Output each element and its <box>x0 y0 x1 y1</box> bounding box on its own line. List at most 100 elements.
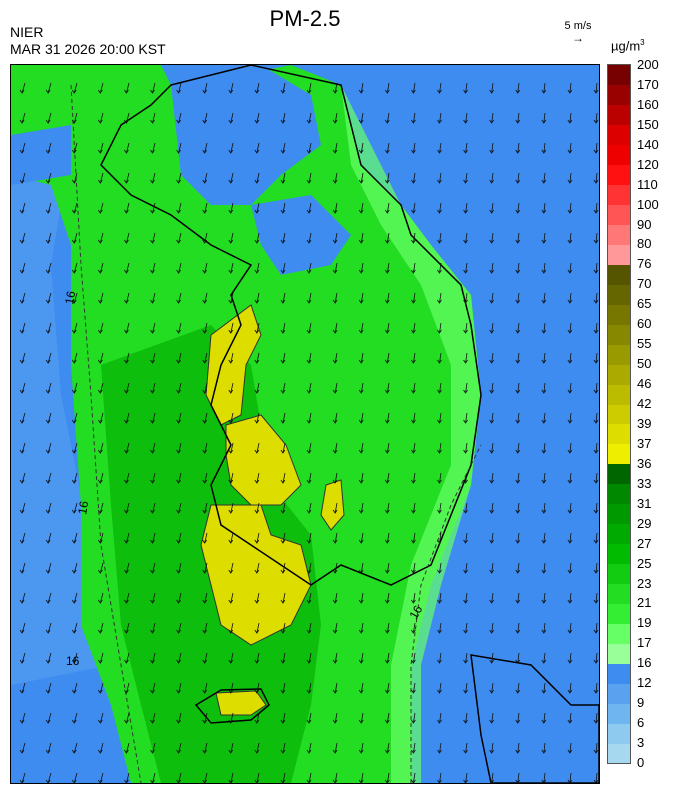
wind-arrow-head <box>437 359 442 364</box>
wind-arrow-head <box>306 179 312 184</box>
wind-arrow <box>308 562 312 574</box>
wind-arrow <box>21 322 26 334</box>
wind-arrow-head <box>19 329 25 334</box>
wind-arrow <box>99 622 104 634</box>
wind-arrow <box>465 142 468 154</box>
wind-arrow <box>152 232 156 244</box>
wind-arrow <box>360 592 364 604</box>
wind-arrow <box>282 262 286 274</box>
wind-arrow-head <box>202 599 207 604</box>
wind-arrow-head <box>541 749 547 754</box>
wind-arrow-head <box>19 359 25 364</box>
wind-arrow <box>230 682 234 694</box>
wind-arrow <box>21 772 26 783</box>
wind-arrow-head <box>280 269 286 274</box>
wind-arrow-head <box>228 449 234 454</box>
wind-arrow <box>126 622 130 634</box>
wind-arrow-head <box>97 629 103 634</box>
wind-arrow-head <box>358 749 364 754</box>
wind-arrow-head <box>228 119 234 124</box>
wind-arrow-head <box>489 269 494 274</box>
wind-arrow <box>308 142 312 154</box>
wind-arrow-head <box>515 359 521 364</box>
wind-arrow <box>230 562 234 574</box>
wind-arrow <box>412 232 416 244</box>
wind-arrow <box>47 142 52 154</box>
wind-arrow-head <box>567 629 573 634</box>
wind-arrow <box>21 382 26 394</box>
wind-arrow-head <box>202 779 207 783</box>
wind-arrow <box>21 532 26 544</box>
wind-arrow <box>360 172 364 184</box>
wind-arrow <box>308 322 312 334</box>
wind-arrow <box>204 562 208 574</box>
wind-arrow-head <box>358 149 364 154</box>
wind-arrow-head <box>489 449 494 454</box>
wind-arrow <box>334 742 338 754</box>
wind-arrow-head <box>97 689 103 694</box>
wind-arrow-head <box>306 89 312 94</box>
wind-arrow-head <box>567 299 573 304</box>
wind-arrow <box>439 292 442 304</box>
pm25-map[interactable]: 16 16 16 16 <box>10 64 600 784</box>
wind-arrow <box>491 532 494 544</box>
wind-arrow-head <box>411 599 416 604</box>
wind-arrow <box>360 442 364 454</box>
wind-arrow <box>230 532 234 544</box>
wind-arrow-head <box>150 569 155 574</box>
wind-arrow <box>126 472 130 484</box>
wind-arrow-head <box>489 179 494 184</box>
wind-arrow-head <box>19 449 25 454</box>
wind-arrow-head <box>19 569 25 574</box>
wind-arrow <box>439 202 442 214</box>
wind-arrow <box>21 232 26 244</box>
wind-arrow-head <box>593 299 599 304</box>
wind-arrow-head <box>411 239 416 244</box>
wind-arrow-head <box>593 149 599 154</box>
wind-arrow-head <box>202 539 207 544</box>
wind-arrow-head <box>593 689 599 694</box>
wind-arrow <box>21 592 26 604</box>
wind-arrow <box>360 82 364 94</box>
wind-arrow-head <box>437 89 442 94</box>
wind-arrow-head <box>437 389 442 394</box>
wind-arrow-head <box>97 719 103 724</box>
wind-arrow <box>99 292 104 304</box>
wind-arrow <box>73 772 78 783</box>
wind-arrow <box>517 442 520 454</box>
wind-arrow <box>439 622 442 634</box>
legend-swatch <box>608 304 630 325</box>
wind-arrow <box>47 682 52 694</box>
wind-arrow <box>256 262 260 274</box>
wind-arrow <box>282 82 286 94</box>
wind-arrow-head <box>202 269 207 274</box>
wind-arrow <box>308 202 312 214</box>
wind-arrow <box>282 652 286 664</box>
legend-tick-label: 65 <box>637 296 652 312</box>
wind-arrow-head <box>124 449 129 454</box>
wind-arrow <box>204 622 208 634</box>
wind-arrow <box>412 112 416 124</box>
wind-arrow-head <box>358 449 364 454</box>
wind-arrow-head <box>332 719 338 724</box>
legend-swatch <box>608 264 630 285</box>
wind-arrow <box>21 472 26 484</box>
wind-arrow-head <box>254 509 260 514</box>
wind-arrow <box>21 112 26 124</box>
wind-arrow-head <box>593 359 599 364</box>
wind-arrow <box>47 772 52 783</box>
wind-arrow <box>569 682 572 694</box>
wind-arrow <box>126 772 130 783</box>
wind-arrow-head <box>463 689 468 694</box>
wind-arrow-head <box>541 359 547 364</box>
wind-arrow <box>360 232 364 244</box>
wind-arrow-head <box>124 389 129 394</box>
wind-arrow-head <box>489 569 494 574</box>
wind-arrow <box>465 322 468 334</box>
wind-arrow-head <box>332 749 338 754</box>
legend-tick-label: 42 <box>637 396 652 412</box>
wind-arrow <box>204 142 208 154</box>
wind-arrow <box>99 172 104 184</box>
wind-arrow-head <box>358 119 364 124</box>
wind-arrow <box>47 82 52 94</box>
